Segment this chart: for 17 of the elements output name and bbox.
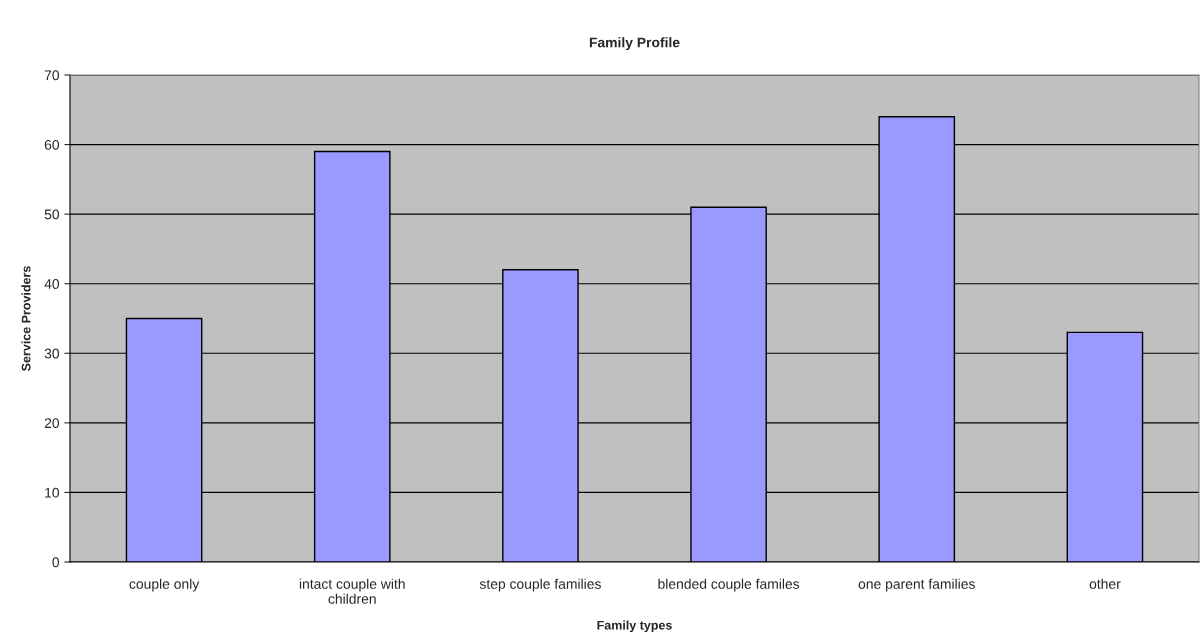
y-tick-label: 40 <box>44 279 60 289</box>
y-axis-title: Service Providers <box>21 266 31 371</box>
chart-title: Family Profile <box>589 37 680 51</box>
y-tick-label: 30 <box>44 348 60 359</box>
x-axis-title: Family types <box>597 620 672 633</box>
y-tick-label: 60 <box>44 139 60 150</box>
y-tick-label: 0 <box>52 557 60 568</box>
y-tick-label: 70 <box>44 70 60 81</box>
x-tick-label: one parent families <box>858 578 975 592</box>
x-tick-label: couple only <box>129 578 200 592</box>
y-tick-label: 20 <box>44 418 60 429</box>
y-tick-label: 50 <box>44 209 60 220</box>
y-tick-label: 10 <box>45 487 60 498</box>
x-tick-label: blended couple familes <box>658 578 800 592</box>
x-tick-label: other <box>1089 578 1121 589</box>
x-tick-label: step couple families <box>479 578 601 592</box>
x-tick-label: intact couple with children <box>299 578 405 604</box>
